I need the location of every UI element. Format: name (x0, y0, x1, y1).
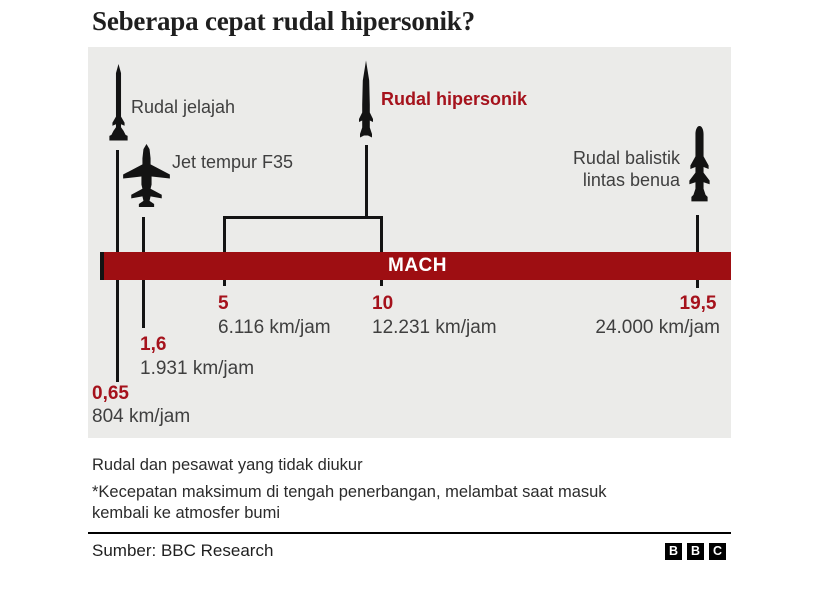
bracket-left-line (223, 216, 226, 286)
fighter-jet-label: Jet tempur F35 (172, 152, 294, 172)
bbc-logo-block-3: C (709, 543, 726, 560)
bbc-logo: B B C (665, 543, 726, 560)
ballistic-label-line1: Rudal balistik (572, 148, 680, 168)
page-title: Seberapa cepat rudal hipersonik? (92, 6, 475, 36)
tick-speed-0-65: 804 km/jam (92, 406, 191, 427)
ballistic-pointer-line (696, 215, 699, 288)
bbc-logo-block-2: B (687, 543, 704, 560)
cruise-missile-label: Rudal jelajah (131, 97, 236, 117)
hypersonic-stem-line (365, 145, 368, 219)
tick-value-10: 10 (372, 293, 394, 314)
hypersonic-missile-icon (356, 60, 376, 141)
ballistic-label-line2: lintas benua (582, 170, 680, 190)
bracket-horizontal-line (223, 216, 383, 219)
tick-value-1-6: 1,6 (140, 334, 167, 355)
mach-scale-bar: MACH (100, 252, 731, 280)
source-credit: Sumber: BBC Research (92, 541, 274, 560)
tick-speed-1-6: 1.931 km/jam (140, 358, 255, 379)
tick-value-0-65: 0,65 (92, 383, 129, 404)
footnote-maxspeed-line2: kembali ke atmosfer bumi (92, 504, 280, 522)
footnote-maxspeed-line1: *Kecepatan maksimum di tengah penerbanga… (92, 483, 607, 501)
tick-speed-10: 12.231 km/jam (372, 317, 497, 338)
hypersonic-missile-label: Rudal hipersonik (381, 89, 528, 109)
chart-panel (88, 47, 731, 438)
tick-value-19-5: 19,5 (679, 293, 717, 314)
fighter-jet-icon (123, 144, 170, 207)
bracket-right-line (380, 216, 383, 286)
ballistic-missile-label: Rudal balistik lintas benua (540, 147, 680, 191)
mach-axis-label: MACH (388, 255, 447, 276)
footer-divider (88, 532, 731, 534)
cruise-missile-icon (107, 64, 130, 143)
tick-speed-5: 6.116 km/jam (218, 317, 331, 338)
bbc-logo-block-1: B (665, 543, 682, 560)
tick-value-5: 5 (218, 293, 229, 314)
footnote-unmeasured: Rudal dan pesawat yang tidak diukur (92, 456, 363, 474)
ballistic-missile-icon (687, 126, 712, 207)
tick-speed-19-5: 24.000 km/jam (595, 317, 720, 338)
